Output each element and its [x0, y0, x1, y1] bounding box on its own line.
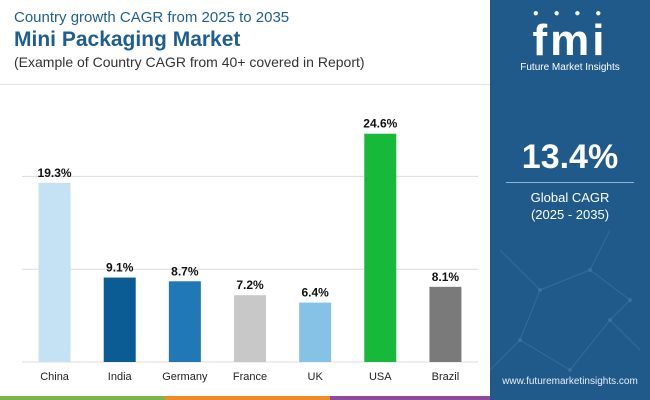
category-label-india: India	[108, 371, 133, 383]
category-label-brazil: Brazil	[432, 371, 460, 383]
chart-title: Mini Packaging Market	[14, 28, 241, 51]
bar-usa	[364, 133, 397, 362]
footer-bar-green	[0, 396, 165, 400]
bar-france	[234, 295, 266, 362]
bar-brazil	[429, 286, 462, 362]
bar-germany	[168, 281, 201, 362]
value-label-france: 7.2%	[236, 278, 264, 292]
chart-pre-title: Country growth CAGR from 2025 to 2035	[14, 9, 290, 26]
footer-color-bar	[0, 396, 490, 400]
value-label-uk: 6.4%	[301, 286, 329, 300]
footer-bar-purple	[330, 396, 490, 400]
bar-china	[38, 182, 71, 362]
header-divider	[0, 84, 490, 85]
logo-wordmark: fmi	[532, 16, 608, 65]
category-label-china: China	[40, 371, 70, 383]
global-cagr-period: (2025 - 2035)	[530, 207, 610, 222]
category-label-usa: USA	[369, 371, 392, 383]
global-cagr-label: Global CAGR	[530, 190, 610, 205]
chart-header: Country growth CAGR from 2025 to 2035 Mi…	[14, 8, 484, 72]
fmi-logo: ● ● ● ● fmi Future Market Insights	[490, 6, 650, 76]
summary-panel: ● ● ● ● fmi Future Market Insights 13.4%…	[490, 0, 650, 400]
logo-tagline: Future Market Insights	[520, 62, 620, 73]
chart-subtitle: (Example of Country CAGR from 40+ covere…	[14, 54, 365, 70]
panel-separator	[506, 182, 634, 183]
panel-network-decoration	[490, 230, 641, 372]
global-cagr-value: 13.4%	[521, 138, 619, 176]
value-label-brazil: 8.1%	[432, 270, 460, 284]
bar-chart: 19.3% China 9.1% India 8.7% Germany 7.2% France…	[22, 117, 478, 383]
footer-bar-orange	[165, 396, 330, 400]
logo-icons: ● ● ● ●	[532, 8, 608, 19]
category-label-germany: Germany	[162, 371, 208, 383]
bar-uk	[299, 302, 332, 362]
website-url: www.futuremarketinsights.com	[502, 376, 638, 387]
category-label-france: France	[233, 371, 267, 383]
bar-india	[103, 277, 136, 362]
value-label-india: 9.1%	[106, 261, 134, 275]
category-label-uk: UK	[308, 371, 324, 383]
value-label-china: 19.3%	[38, 166, 72, 180]
value-label-usa: 24.6%	[363, 117, 397, 131]
value-label-germany: 8.7%	[171, 264, 199, 278]
